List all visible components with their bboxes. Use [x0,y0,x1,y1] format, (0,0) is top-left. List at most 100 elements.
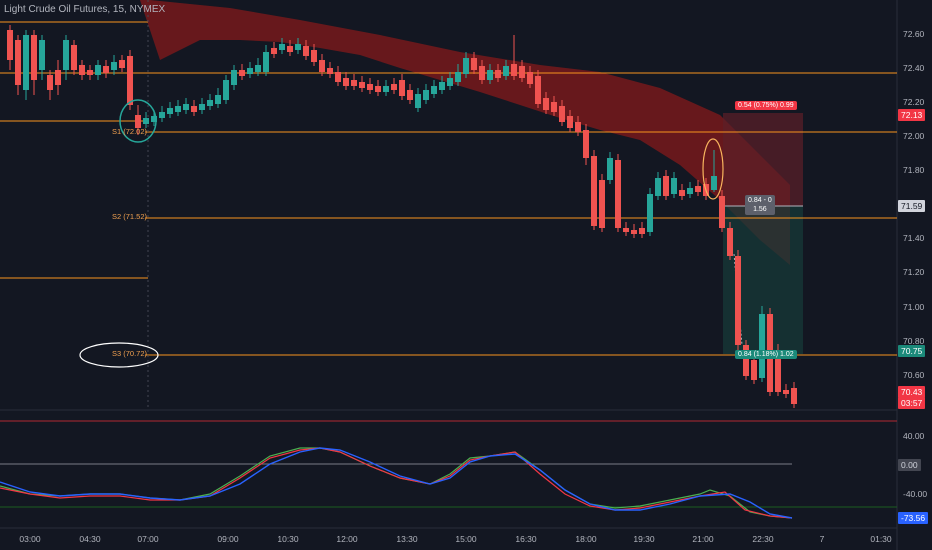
candle-body [95,65,101,75]
candle-body [791,388,797,404]
annotation-ellipse-s3[interactable] [79,342,159,368]
candle-body [359,82,365,88]
time-tick: 21:00 [692,534,714,544]
target-price-badge: 70.75 [898,345,926,357]
candle-body [7,30,13,60]
osc-value-badge: -73.56 [898,512,929,524]
candle-body [15,40,21,85]
stop-price-badge: 72.13 [898,109,926,121]
candle-body [311,50,317,62]
chart-title: Light Crude Oil Futures, 15, NYMEX [4,4,166,15]
price-tick: 71.40 [903,233,925,243]
candle-body [735,256,741,345]
candle-body [727,228,733,256]
candle-body [407,90,413,100]
candle-body [591,156,597,226]
time-tick: 16:30 [515,534,537,544]
position-stop-zone[interactable] [723,113,803,206]
price-tick: 70.80 [903,336,925,346]
entry-price-badge: 71.59 [898,200,926,212]
pivot-label-s1: S1 (72.02) [112,127,148,136]
candle-body [615,160,621,228]
candle-body [47,75,53,90]
candle-body [207,100,213,106]
candle-body [111,62,117,70]
annotation-ellipse-s1[interactable] [119,99,157,143]
price-tick: 72.60 [903,29,925,39]
candle-body [391,84,397,90]
candle-body [527,72,533,84]
position-stop-label[interactable]: 0.54 (0.75%) 0.99 [735,101,797,110]
candle-body [607,158,613,180]
candle-body [511,64,517,76]
candle-body [439,82,445,90]
candle-body [479,66,485,80]
osc-tick: 40.00 [903,431,925,441]
position-target-label[interactable]: 0.84 (1.18%) 1.02 [735,350,797,359]
candle-body [31,35,37,80]
candle-body [399,80,405,96]
time-tick: 15:00 [455,534,477,544]
candle-body [271,48,277,54]
candle-body [775,350,781,392]
candle-body [279,44,285,50]
pivot-label-s3: S3 (70.72) [112,349,148,358]
candle-body [247,68,253,74]
candle-body [383,86,389,92]
candle-body [663,176,669,196]
candle-body [471,58,477,70]
time-tick: 13:30 [396,534,418,544]
entry-label-line1: 0.84 - 0 [748,197,772,204]
candle-body [543,98,549,110]
candle-body [335,72,341,82]
candle-body [295,44,301,50]
candle-body [447,78,453,86]
candle-body [783,390,789,394]
candle-body [231,70,237,85]
price-tick: 71.20 [903,267,925,277]
time-tick: 10:30 [277,534,299,544]
last-price-badge: 70.43 [898,386,926,398]
candle-body [743,345,749,376]
candle-body [175,106,181,112]
candle-body [135,115,141,128]
osc-zero-badge: 0.00 [898,459,921,471]
candle-body [327,68,333,74]
candle-body [583,130,589,158]
candle-body [79,65,85,75]
candle-body [199,104,205,110]
candle-body [375,86,381,92]
candle-body [183,104,189,110]
candle-body [351,80,357,86]
candle-body [103,66,109,73]
position-entry-label[interactable]: 0.84 - 0 1.56 [745,195,775,215]
price-axis[interactable]: 72.60 72.40 72.20 72.00 71.80 71.40 71.2… [897,0,932,550]
annotation-ellipse-high[interactable] [702,138,724,200]
time-tick: 03:00 [19,534,41,544]
pivot-label-s2: S2 (71.52) [112,212,148,221]
price-tick: 72.00 [903,131,925,141]
candle-body [167,108,173,114]
candle-body [431,86,437,94]
candle-body [87,70,93,75]
candle-body [143,118,149,124]
candle-body [679,190,685,196]
candle-body [623,228,629,232]
candle-body [519,66,525,78]
time-tick: 22:30 [752,534,774,544]
price-tick: 72.20 [903,97,925,107]
candle-body [127,56,133,105]
candle-body [343,78,349,86]
candle-body [711,176,717,190]
candle-body [23,35,29,90]
candle-body [567,116,573,128]
time-tick: 18:00 [575,534,597,544]
price-tick: 70.60 [903,370,925,380]
candle-body [119,60,125,68]
candle-body [655,178,661,196]
candle-body [639,228,645,234]
candle-body [151,116,157,122]
candle-body [239,70,245,76]
candle-body [319,60,325,72]
